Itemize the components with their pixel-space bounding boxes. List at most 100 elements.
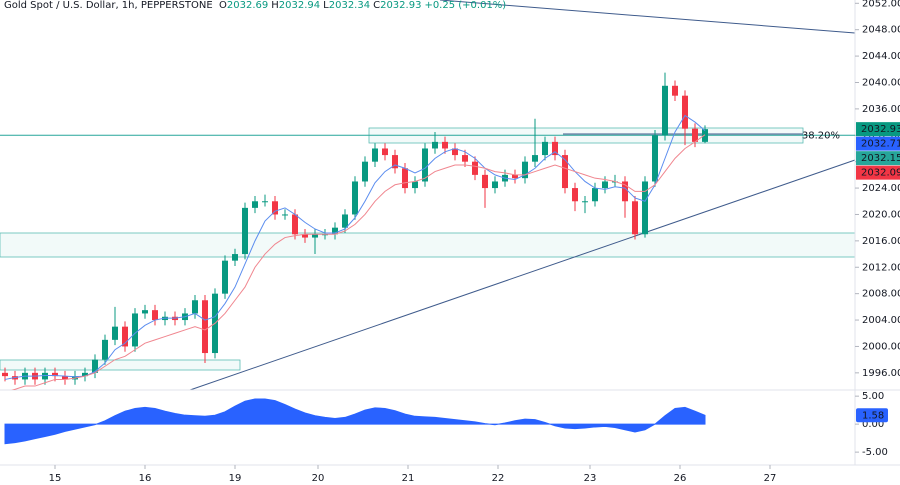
candle-body: [542, 141, 548, 156]
candle-body: [342, 214, 348, 228]
candle-body: [522, 161, 528, 179]
price-tag-label: 2032.93: [861, 124, 900, 135]
x-tick-label: 20: [312, 473, 325, 484]
candle-body: [112, 326, 118, 340]
oscillator-area: [4, 398, 706, 445]
candle-body: [402, 168, 408, 189]
zone: [0, 359, 241, 371]
price-tag: [856, 136, 900, 151]
zone: [0, 232, 856, 258]
candle-body: [132, 313, 138, 347]
x-tick-label: 21: [402, 473, 415, 484]
candle-body: [62, 376, 68, 380]
candle-body: [52, 372, 58, 377]
candle-body: [102, 339, 108, 360]
y-tick-label: 2036.00: [862, 104, 900, 115]
candle-body: [562, 155, 568, 189]
y-tick-label: 2012.00: [862, 262, 900, 273]
candle-body: [242, 207, 248, 255]
candle-body: [652, 135, 658, 182]
candle-body: [492, 181, 498, 189]
price-tag: [856, 122, 900, 137]
osc-tag-label: 1.58: [862, 410, 884, 421]
candle-body: [82, 372, 88, 377]
moving-average: [4, 114, 706, 380]
x-tick-label: 27: [764, 473, 777, 484]
ohlc-label: O: [219, 0, 227, 11]
candle-body: [252, 201, 258, 208]
candle-body: [552, 141, 558, 156]
candle-body: [312, 234, 318, 238]
candle-body: [372, 148, 378, 162]
y-tick-label: 2052.00: [862, 0, 900, 9]
candle-body: [232, 254, 238, 261]
candle-body: [472, 161, 478, 175]
y-tick-label: 2008.00: [862, 289, 900, 300]
candle-body: [142, 310, 148, 314]
symbol: Gold Spot / U.S. Dollar, 1h, PEPPERSTONE: [4, 0, 213, 11]
price-tag: [856, 165, 900, 180]
candle-body: [442, 141, 448, 149]
ohlc-label: C: [373, 0, 381, 11]
osc-tick-label: 0.00: [862, 419, 884, 430]
candle-body: [662, 85, 668, 136]
plot-background: [0, 0, 855, 485]
candle-body: [602, 181, 608, 189]
candle-body: [582, 201, 588, 203]
trend-line: [189, 159, 856, 391]
candle-body: [332, 227, 338, 235]
x-tick-label: 19: [229, 473, 242, 484]
candle-body: [362, 161, 368, 182]
y-tick-label: 2040.00: [862, 77, 900, 88]
candle-body: [152, 310, 158, 321]
y-tick-label: 2048.00: [862, 25, 900, 36]
ohlc-value: 2032.69: [226, 0, 269, 11]
price-tag-label: 2032.71: [861, 139, 900, 150]
y-tick-label: 2004.00: [862, 315, 900, 326]
candle-body: [672, 85, 678, 96]
ohlc-value: 2032.34: [328, 0, 371, 11]
candle-body: [642, 181, 648, 235]
y-tick-label: 2024.00: [862, 183, 900, 194]
candle-body: [692, 128, 698, 142]
candle-body: [292, 214, 298, 235]
legend-header: Gold Spot / U.S. Dollar, 1h, PEPPERSTONE…: [4, 0, 509, 11]
x-tick-label: 23: [584, 473, 597, 484]
y-tick-label: 2000.00: [862, 341, 900, 352]
candle-body: [382, 148, 388, 156]
ohlc-label: L: [323, 0, 329, 11]
ohlc-value: 2032.93: [380, 0, 422, 11]
x-tick-label: 15: [49, 473, 62, 484]
candle-body: [452, 148, 458, 156]
candle-body: [282, 214, 288, 216]
y-tick-label: 2016.00: [862, 236, 900, 247]
candle-body: [622, 181, 628, 202]
price-tag-label: 2032.09: [861, 168, 900, 179]
candle-body: [92, 359, 98, 373]
ohlc-label: H: [271, 0, 279, 11]
candle-body: [482, 174, 488, 189]
osc-tag: [856, 408, 888, 423]
candle-body: [462, 155, 468, 162]
ohlc-value: 2032.94: [278, 0, 321, 11]
x-tick-label: 16: [139, 473, 152, 484]
candle-body: [122, 326, 128, 347]
osc-tick-label: 5.00: [862, 391, 884, 402]
candle-body: [702, 129, 708, 142]
candle-body: [272, 201, 278, 215]
candle-body: [532, 155, 538, 162]
osc-tick-label: -5.00: [862, 447, 888, 458]
candle-body: [42, 372, 48, 380]
candle-body: [392, 155, 398, 169]
trend-line: [439, 0, 856, 34]
candle-body: [2, 372, 8, 377]
price-tag: [856, 151, 900, 166]
y-tick-label: 1996.00: [862, 368, 900, 379]
candle-body: [512, 174, 518, 179]
fib-label: 38.20%: [802, 130, 840, 141]
candle-body: [412, 181, 418, 189]
y-tick-label: 2044.00: [862, 51, 900, 62]
change: +0.25 (+0.01%): [424, 0, 507, 11]
candle-body: [202, 300, 208, 354]
